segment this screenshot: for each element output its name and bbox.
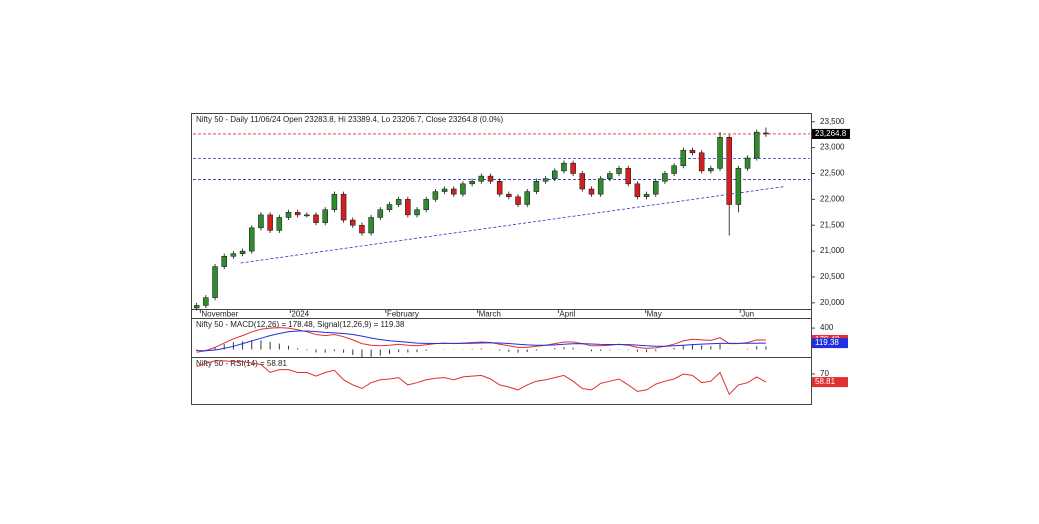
x-tick-label: February bbox=[387, 310, 419, 319]
candle-body bbox=[368, 217, 374, 234]
candle-body bbox=[744, 157, 751, 169]
y-tick-label: 22,500 bbox=[820, 169, 845, 178]
y-tick-label: 23,000 bbox=[820, 143, 845, 152]
y-tick-label: 21,000 bbox=[820, 246, 845, 255]
candle-body bbox=[625, 168, 631, 185]
candle-body bbox=[689, 149, 696, 154]
candle-body bbox=[662, 173, 668, 182]
last-price-box bbox=[812, 128, 850, 139]
last-value-box bbox=[812, 377, 848, 388]
candle-body bbox=[763, 132, 769, 135]
last-value-label: 119.38 bbox=[815, 338, 839, 347]
candle-body bbox=[726, 137, 732, 205]
candle-body bbox=[753, 131, 760, 159]
candle-body bbox=[487, 175, 494, 182]
candle-body bbox=[340, 193, 347, 221]
y-tick-label: 23,500 bbox=[820, 117, 845, 126]
x-tick-label: March bbox=[479, 310, 501, 319]
candle-body bbox=[698, 152, 705, 172]
y-tick-label: 70 bbox=[820, 369, 829, 378]
candle-body bbox=[533, 181, 540, 192]
y-tick-label: 20,500 bbox=[820, 272, 845, 281]
candle-body bbox=[294, 212, 301, 216]
x-tick-label: Jun bbox=[741, 310, 754, 319]
macd-title: Nifty 50 - MACD(12,26) = 178.48, Signal(… bbox=[196, 320, 405, 329]
rsi-title: Nifty 50 - RSI(14) = 58.81 bbox=[196, 359, 287, 368]
candle-body bbox=[460, 183, 466, 195]
candle-body bbox=[542, 178, 549, 182]
candle-body bbox=[193, 305, 200, 309]
candle-body bbox=[432, 191, 439, 200]
candle-body bbox=[515, 196, 521, 205]
macd-line bbox=[196, 327, 766, 353]
candle-body bbox=[285, 212, 292, 218]
candle-body bbox=[496, 181, 503, 195]
candle-body bbox=[607, 173, 613, 179]
candle-body bbox=[478, 175, 485, 182]
candle-body bbox=[203, 297, 209, 306]
candle-body bbox=[322, 209, 328, 223]
candle-body bbox=[579, 173, 586, 190]
candle-body bbox=[451, 188, 457, 195]
rsi-line bbox=[196, 360, 767, 396]
y-tick-label: 400 bbox=[820, 323, 834, 332]
candle-body bbox=[717, 137, 723, 169]
candle-body bbox=[524, 191, 530, 205]
candle-body bbox=[313, 214, 319, 223]
candle-body bbox=[414, 209, 420, 216]
y-tick-label: 22,000 bbox=[820, 194, 845, 203]
x-tick-label: 2024 bbox=[291, 310, 309, 319]
last-value-box bbox=[812, 338, 848, 349]
candle-body bbox=[561, 162, 567, 172]
candle-body bbox=[441, 188, 448, 192]
candle-body bbox=[331, 193, 338, 210]
x-tick-label: November bbox=[201, 310, 238, 319]
candle-body bbox=[680, 149, 687, 166]
candle-body bbox=[258, 214, 264, 229]
x-tick-label: April bbox=[559, 310, 575, 319]
candle-body bbox=[386, 204, 393, 210]
candle-body bbox=[304, 214, 310, 217]
y-tick-label: 20,000 bbox=[820, 298, 845, 307]
candle-body bbox=[735, 168, 742, 205]
candle-body bbox=[570, 162, 576, 174]
candle-body bbox=[423, 199, 429, 210]
y-tick-label: 21,500 bbox=[820, 220, 845, 229]
candle-body bbox=[239, 250, 246, 254]
candle-body bbox=[359, 224, 365, 234]
candle-body bbox=[267, 214, 273, 231]
candle-body bbox=[506, 193, 512, 198]
x-tick-label: May bbox=[647, 310, 662, 319]
candle-body bbox=[616, 168, 622, 174]
candle-body bbox=[588, 188, 595, 195]
last-price-label: 23,264.8 bbox=[815, 129, 847, 138]
candle-body bbox=[249, 227, 255, 252]
last-value-label: 58.81 bbox=[815, 377, 836, 386]
candle-body bbox=[276, 217, 283, 231]
candle-body bbox=[597, 178, 604, 195]
candle-body bbox=[230, 253, 237, 257]
candle-body bbox=[634, 183, 641, 198]
candle-body bbox=[212, 266, 218, 298]
candle-body bbox=[653, 181, 659, 195]
candle-body bbox=[552, 170, 558, 179]
candle-body bbox=[708, 168, 714, 172]
trend-line bbox=[240, 186, 786, 264]
candle-body bbox=[221, 256, 227, 267]
candle-body bbox=[643, 193, 650, 198]
candle-body bbox=[395, 199, 402, 205]
candle-body bbox=[377, 209, 384, 218]
macd-line bbox=[196, 330, 766, 352]
candle-body bbox=[469, 181, 475, 185]
candle-body bbox=[350, 219, 356, 226]
candle-body bbox=[671, 165, 677, 174]
price-title: Nifty 50 - Daily 11/06/24 Open 23283.8, … bbox=[196, 115, 504, 124]
candle-body bbox=[405, 199, 411, 216]
